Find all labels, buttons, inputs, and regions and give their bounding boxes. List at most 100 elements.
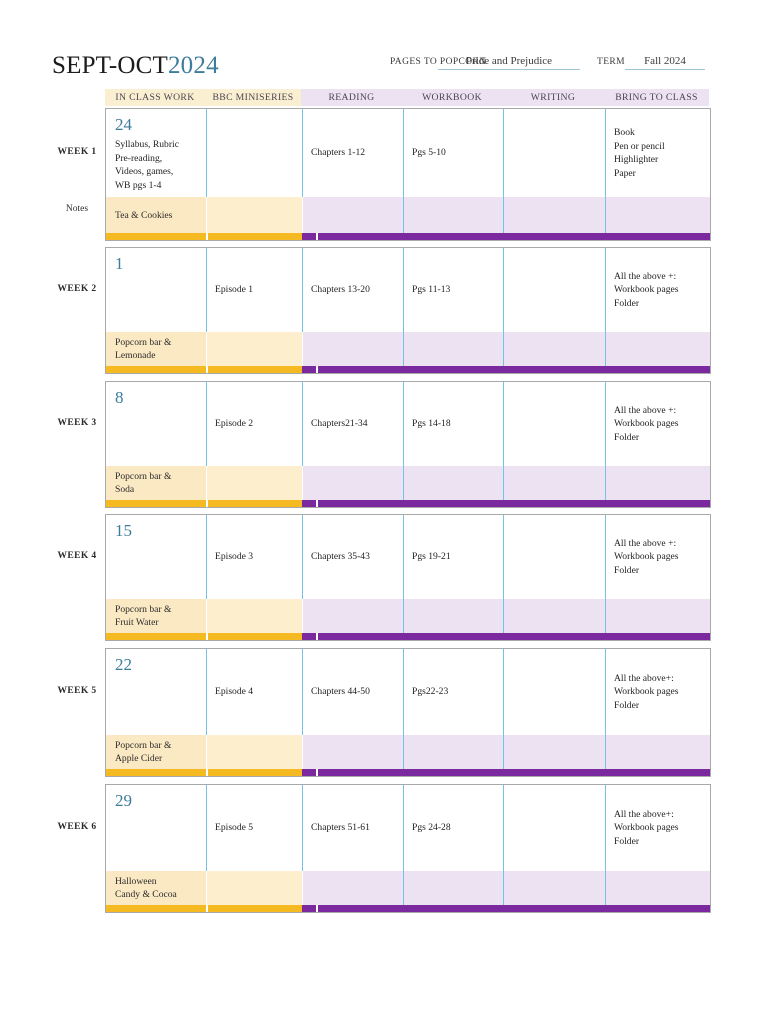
week-row: WEEK 3 8 Episode 2 Chapters21-34 Pgs 14-18 Al…: [52, 381, 712, 508]
cell-workbook[interactable]: Pgs 11-13: [403, 248, 503, 332]
notes-cell-refreshments[interactable]: Popcorn bar & Lemonade: [106, 332, 206, 366]
cell-reading[interactable]: Chapters 44-50: [302, 649, 403, 735]
cell-writing[interactable]: [503, 382, 605, 466]
cell-text-bbc-miniseries: Episode 2: [215, 418, 254, 430]
notes-cell-bbc-miniseries[interactable]: [206, 599, 302, 633]
cell-workbook[interactable]: Pgs 14-18: [403, 382, 503, 466]
notes-cell-refreshments[interactable]: Popcorn bar & Soda: [106, 466, 206, 500]
cell-writing[interactable]: [503, 785, 605, 871]
accent-bar-purple-left: [302, 233, 316, 240]
cell-writing[interactable]: [503, 109, 605, 197]
notes-cell-writing[interactable]: [503, 197, 605, 233]
cell-in-class-work[interactable]: 8: [106, 382, 206, 466]
notes-cell-bbc-miniseries[interactable]: [206, 735, 302, 769]
cell-text-reading: Chapters 35-43: [311, 551, 370, 563]
cell-workbook[interactable]: Pgs22-23: [403, 649, 503, 735]
cell-text-workbook: Pgs 24-28: [412, 822, 451, 834]
column-header-bbc-miniseries: BBC MINISERIES: [205, 89, 301, 106]
accent-bar-gap: [316, 366, 318, 373]
cell-text-workbook: Pgs 19-21: [412, 551, 451, 563]
notes-cell-writing[interactable]: [503, 735, 605, 769]
cell-text-workbook: Pgs22-23: [412, 686, 449, 698]
notes-cell-reading[interactable]: [302, 466, 403, 500]
week-notes-row: Halloween Candy & Cocoa: [106, 871, 710, 905]
notes-cell-writing[interactable]: [503, 332, 605, 366]
notes-cell-writing[interactable]: [503, 466, 605, 500]
week-accent-bar: [106, 905, 710, 912]
notes-cell-refreshments[interactable]: Halloween Candy & Cocoa: [106, 871, 206, 905]
cell-bring-to-class[interactable]: Book Pen or pencil Highlighter Paper: [605, 109, 710, 197]
cell-in-class-work[interactable]: 29: [106, 785, 206, 871]
cell-bring-to-class[interactable]: All the above +: Workbook pages Folder: [605, 382, 710, 466]
accent-bar-purple-right: [318, 905, 710, 912]
pages-to-popcorn-input[interactable]: Pride and Prejudice: [438, 55, 580, 70]
cell-writing[interactable]: [503, 649, 605, 735]
cell-bring-to-class[interactable]: All the above+: Workbook pages Folder: [605, 785, 710, 871]
accent-bar-gap: [206, 233, 208, 240]
cell-bring-to-class[interactable]: All the above +: Workbook pages Folder: [605, 248, 710, 332]
notes-cell-bbc-miniseries[interactable]: [206, 332, 302, 366]
notes-cell-workbook[interactable]: [403, 197, 503, 233]
cell-text-bring-to-class: All the above+: Workbook pages Folder: [614, 672, 679, 711]
cell-text-bbc-miniseries: Episode 4: [215, 686, 254, 698]
notes-cell-refreshments[interactable]: Popcorn bar & Fruit Water: [106, 599, 206, 633]
notes-cell-workbook[interactable]: [403, 599, 503, 633]
notes-text: Popcorn bar & Soda: [115, 471, 172, 495]
notes-cell-bring-to-class[interactable]: [605, 332, 710, 366]
cell-in-class-work[interactable]: 15: [106, 515, 206, 599]
notes-cell-writing[interactable]: [503, 599, 605, 633]
cell-bbc-miniseries[interactable]: Episode 2: [206, 382, 302, 466]
notes-cell-bbc-miniseries[interactable]: [206, 871, 302, 905]
notes-cell-writing[interactable]: [503, 871, 605, 905]
cell-bbc-miniseries[interactable]: Episode 4: [206, 649, 302, 735]
notes-cell-reading[interactable]: [302, 735, 403, 769]
cell-text-reading: Chapters 44-50: [311, 686, 370, 698]
notes-cell-bring-to-class[interactable]: [605, 735, 710, 769]
accent-bar-purple-left: [302, 769, 316, 776]
cell-reading[interactable]: Chapters 51-61: [302, 785, 403, 871]
accent-bar-gap: [316, 905, 318, 912]
cell-text-workbook: Pgs 14-18: [412, 418, 451, 430]
notes-cell-refreshments[interactable]: Popcorn bar & Apple Cider: [106, 735, 206, 769]
cell-reading[interactable]: Chapters 35-43: [302, 515, 403, 599]
term-input[interactable]: Fall 2024: [625, 55, 705, 70]
cell-bbc-miniseries[interactable]: Episode 3: [206, 515, 302, 599]
notes-cell-workbook[interactable]: [403, 735, 503, 769]
notes-cell-refreshments[interactable]: Tea & Cookies: [106, 197, 206, 233]
cell-bbc-miniseries[interactable]: Episode 1: [206, 248, 302, 332]
cell-in-class-work[interactable]: 22: [106, 649, 206, 735]
accent-bar-gold-left: [106, 905, 206, 912]
day-number: 29: [115, 791, 132, 810]
cell-writing[interactable]: [503, 515, 605, 599]
cell-workbook[interactable]: Pgs 19-21: [403, 515, 503, 599]
cell-in-class-work[interactable]: 1: [106, 248, 206, 332]
cell-bring-to-class[interactable]: All the above+: Workbook pages Folder: [605, 649, 710, 735]
accent-bar-purple-left: [302, 366, 316, 373]
notes-cell-bring-to-class[interactable]: [605, 466, 710, 500]
notes-cell-bring-to-class[interactable]: [605, 599, 710, 633]
cell-reading[interactable]: Chapters21-34: [302, 382, 403, 466]
cell-workbook[interactable]: Pgs 24-28: [403, 785, 503, 871]
cell-reading[interactable]: Chapters 13-20: [302, 248, 403, 332]
notes-cell-bbc-miniseries[interactable]: [206, 197, 302, 233]
notes-cell-reading[interactable]: [302, 332, 403, 366]
notes-cell-workbook[interactable]: [403, 332, 503, 366]
notes-cell-bring-to-class[interactable]: [605, 197, 710, 233]
notes-text: Halloween Candy & Cocoa: [115, 876, 177, 900]
cell-bring-to-class[interactable]: All the above +: Workbook pages Folder: [605, 515, 710, 599]
cell-workbook[interactable]: Pgs 5-10: [403, 109, 503, 197]
cell-in-class-work[interactable]: 24 Syllabus, Rubric Pre-reading, Videos, …: [106, 109, 206, 197]
cell-bbc-miniseries[interactable]: [206, 109, 302, 197]
cell-bbc-miniseries[interactable]: Episode 5: [206, 785, 302, 871]
cell-reading[interactable]: Chapters 1-12: [302, 109, 403, 197]
notes-cell-bring-to-class[interactable]: [605, 871, 710, 905]
notes-cell-reading[interactable]: [302, 599, 403, 633]
notes-cell-reading[interactable]: [302, 871, 403, 905]
notes-cell-workbook[interactable]: [403, 466, 503, 500]
accent-bar-gold-right: [208, 905, 302, 912]
cell-writing[interactable]: [503, 248, 605, 332]
notes-cell-workbook[interactable]: [403, 871, 503, 905]
notes-cell-reading[interactable]: [302, 197, 403, 233]
week-row: WEEK 5 22 Episode 4 Chapters 44-50 Pgs22-23 A…: [52, 648, 712, 777]
notes-cell-bbc-miniseries[interactable]: [206, 466, 302, 500]
